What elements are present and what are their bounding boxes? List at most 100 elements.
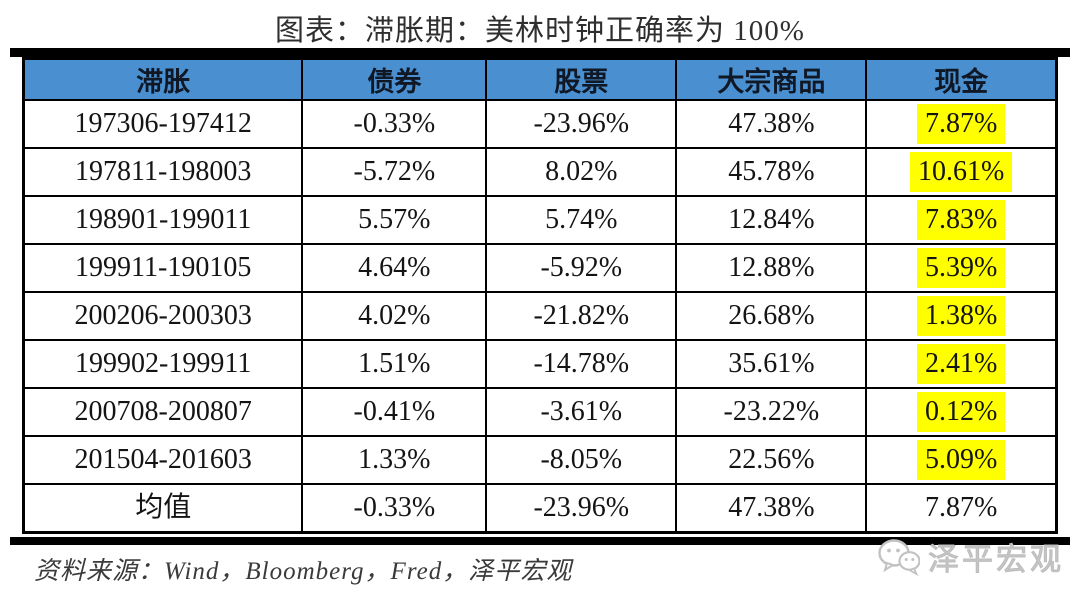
- cell-cash: 7.87%: [865, 99, 1058, 149]
- cell-cash: 0.12%: [865, 387, 1058, 437]
- bonds-value: -0.33%: [353, 108, 436, 140]
- bonds-value: 1.51%: [358, 348, 431, 380]
- cash-value: 1.38%: [917, 296, 1006, 336]
- cell-period: 200708-200807: [22, 387, 304, 437]
- cell-period: 199902-199911: [22, 339, 304, 389]
- cell-stocks: -5.92%: [485, 243, 678, 293]
- period-value: 200708-200807: [74, 396, 252, 428]
- cell-cash: 7.83%: [865, 195, 1058, 245]
- cell-bonds: 4.02%: [301, 291, 488, 341]
- period-value: 199902-199911: [75, 348, 252, 380]
- cell-bonds: -0.33%: [301, 99, 488, 149]
- cash-value: 0.12%: [917, 392, 1006, 432]
- cash-value: 5.39%: [917, 248, 1006, 288]
- cell-commodities: 12.88%: [675, 243, 868, 293]
- stagflation-returns-table: 滞胀 债券 股票 大宗商品 现金 197306-197412 -0.33% -2…: [22, 57, 1058, 534]
- commodities-value: 22.56%: [728, 444, 815, 476]
- cell-commodities: 47.38%: [675, 483, 868, 533]
- period-value: 197811-198003: [75, 156, 252, 188]
- wechat-icon: [878, 538, 920, 576]
- cell-cash: 7.87%: [865, 483, 1058, 533]
- cell-period: 200206-200303: [22, 291, 304, 341]
- cash-value: 7.83%: [917, 200, 1006, 240]
- cell-cash: 1.38%: [865, 291, 1058, 341]
- stocks-value: -23.96%: [533, 491, 630, 523]
- cell-bonds: -0.33%: [301, 483, 488, 533]
- cell-period: 201504-201603: [22, 435, 304, 485]
- table-header: 滞胀 债券 股票 大宗商品 现金: [22, 57, 1058, 101]
- bonds-value: -0.41%: [353, 396, 436, 428]
- stocks-value: -5.92%: [540, 252, 623, 284]
- table-row: 201504-201603 1.33% -8.05% 22.56% 5.09%: [22, 435, 1058, 485]
- stocks-value: -8.05%: [540, 444, 623, 476]
- brand-watermark: 泽平宏观: [878, 534, 1064, 579]
- table-row: 197306-197412 -0.33% -23.96% 47.38% 7.87…: [22, 99, 1058, 149]
- table-row: 199911-190105 4.64% -5.92% 12.88% 5.39%: [22, 243, 1058, 293]
- top-divider-bar: [10, 48, 1070, 57]
- data-source-note: 资料来源：Wind，Bloomberg，Fred，泽平宏观: [34, 558, 573, 585]
- period-value: 199911-190105: [75, 252, 252, 284]
- cell-cash: 5.09%: [865, 435, 1058, 485]
- cash-value: 7.87%: [917, 104, 1006, 144]
- header-row: 滞胀 债券 股票 大宗商品 现金: [22, 57, 1058, 101]
- table-row: 197811-198003 -5.72% 8.02% 45.78% 10.61%: [22, 147, 1058, 197]
- cell-period: 198901-199011: [22, 195, 304, 245]
- cell-bonds: 1.33%: [301, 435, 488, 485]
- period-value: 198901-199011: [75, 204, 252, 236]
- col-header-bonds: 债券: [301, 57, 488, 101]
- stocks-value: 8.02%: [545, 156, 618, 188]
- cell-bonds: 1.51%: [301, 339, 488, 389]
- cell-commodities: 35.61%: [675, 339, 868, 389]
- cell-commodities: -23.22%: [675, 387, 868, 437]
- period-value: 200206-200303: [74, 300, 252, 332]
- table-row: 198901-199011 5.57% 5.74% 12.84% 7.83%: [22, 195, 1058, 245]
- cell-stocks: 8.02%: [485, 147, 678, 197]
- stocks-value: -14.78%: [533, 348, 630, 380]
- cell-cash: 10.61%: [865, 147, 1058, 197]
- cell-period: 199911-190105: [22, 243, 304, 293]
- stocks-value: -21.82%: [533, 300, 630, 332]
- cell-bonds: -5.72%: [301, 147, 488, 197]
- table-row: 200708-200807 -0.41% -3.61% -23.22% 0.12…: [22, 387, 1058, 437]
- cash-value: 5.09%: [917, 440, 1006, 480]
- cell-bonds: 4.64%: [301, 243, 488, 293]
- bottom-divider-bar: [10, 537, 1070, 545]
- commodities-value: 47.38%: [728, 108, 815, 140]
- cell-period: 197306-197412: [22, 99, 304, 149]
- bonds-value: 4.64%: [358, 252, 431, 284]
- cell-commodities: 12.84%: [675, 195, 868, 245]
- cell-stocks: -3.61%: [485, 387, 678, 437]
- cell-commodities: 45.78%: [675, 147, 868, 197]
- bonds-value: 5.57%: [358, 204, 431, 236]
- commodities-value: 12.84%: [728, 204, 815, 236]
- period-value: 197306-197412: [74, 108, 252, 140]
- cell-stocks: -23.96%: [485, 483, 678, 533]
- cell-stocks: -8.05%: [485, 435, 678, 485]
- cell-stocks: 5.74%: [485, 195, 678, 245]
- cell-stocks: -14.78%: [485, 339, 678, 389]
- cell-commodities: 26.68%: [675, 291, 868, 341]
- table-row: 200206-200303 4.02% -21.82% 26.68% 1.38%: [22, 291, 1058, 341]
- table-row: 199902-199911 1.51% -14.78% 35.61% 2.41%: [22, 339, 1058, 389]
- cash-value: 2.41%: [917, 344, 1006, 384]
- cell-bonds: -0.41%: [301, 387, 488, 437]
- commodities-value: 45.78%: [728, 156, 815, 188]
- table-row: 均值 -0.33% -23.96% 47.38% 7.87%: [22, 483, 1058, 533]
- stocks-value: -3.61%: [540, 396, 623, 428]
- commodities-value: 12.88%: [728, 252, 815, 284]
- bonds-value: -5.72%: [353, 156, 436, 188]
- col-header-commodities: 大宗商品: [675, 57, 868, 101]
- bonds-value: 1.33%: [358, 444, 431, 476]
- col-header-stagflation: 滞胀: [22, 57, 304, 101]
- cell-period: 197811-198003: [22, 147, 304, 197]
- commodities-value: -23.22%: [723, 396, 820, 428]
- cell-commodities: 47.38%: [675, 99, 868, 149]
- period-value: 201504-201603: [74, 444, 252, 476]
- period-value: 均值: [135, 491, 192, 523]
- bonds-value: -0.33%: [353, 491, 436, 523]
- stocks-value: -23.96%: [533, 108, 630, 140]
- commodities-value: 35.61%: [728, 348, 815, 380]
- cash-value: 7.87%: [925, 491, 998, 523]
- cell-stocks: -23.96%: [485, 99, 678, 149]
